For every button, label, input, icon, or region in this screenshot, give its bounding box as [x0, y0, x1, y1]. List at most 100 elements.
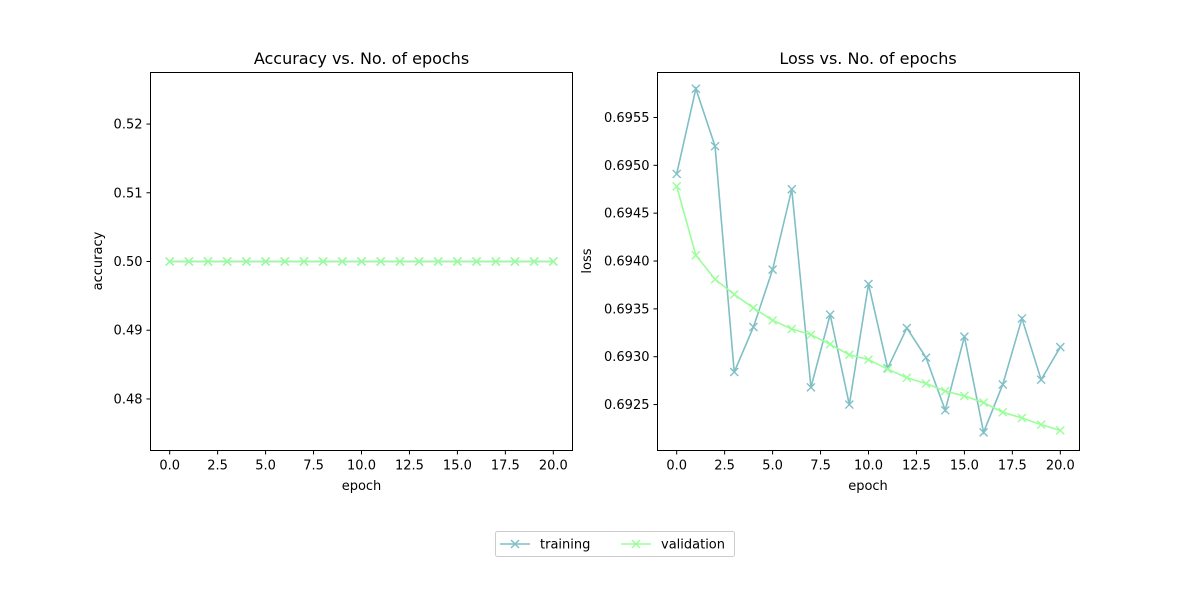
loss-validation-marker [979, 398, 989, 408]
loss-x-tick-label: 15.0 [950, 459, 979, 474]
accuracy-validation-marker [529, 257, 539, 266]
accuracy-validation-marker [376, 257, 386, 266]
loss-x-ticks: 0.0 2.5 5.0 7.5 10.0 12.5 15.0 17.5 20.0 [666, 450, 1075, 474]
loss-x-tick-label: 0.0 [666, 459, 687, 474]
loss-training-marker [902, 323, 912, 333]
loss-y-ticks: 0.6925 0.6930 0.6935 0.6940 0.6945 0.6950 0.69… [604, 111, 658, 413]
loss-chart-title: Loss vs. No. of epochs [779, 49, 956, 68]
loss-series-validation [672, 181, 1065, 435]
accuracy-chart-title: Accuracy vs. No. of epochs [254, 49, 469, 68]
accuracy-validation-marker [318, 257, 328, 266]
accuracy-validation-marker [337, 257, 347, 266]
accuracy-x-tick-label: 0.0 [159, 459, 180, 474]
loss-training-marker [1055, 342, 1065, 352]
accuracy-validation-marker [261, 257, 271, 266]
legend-entries: training validation [500, 538, 725, 553]
loss-training-marker [940, 405, 950, 415]
accuracy-validation-marker [433, 257, 443, 266]
loss-validation-marker [921, 379, 931, 389]
loss-validation-marker [806, 330, 816, 340]
accuracy-validation-marker [395, 257, 405, 266]
accuracy-x-axis-label: epoch [342, 479, 382, 494]
loss-validation-marker [902, 373, 912, 383]
accuracy-x-tick-label: 17.5 [491, 459, 520, 474]
loss-validation-marker [1017, 413, 1027, 423]
loss-training-marker [787, 184, 797, 194]
accuracy-y-tick-label: 0.51 [114, 186, 143, 201]
loss-validation-marker [710, 274, 720, 284]
loss-x-tick-label: 10.0 [854, 459, 883, 474]
loss-y-tick-label: 0.6935 [604, 302, 650, 317]
loss-series-training [672, 84, 1065, 437]
loss-training-marker [844, 400, 854, 410]
legend: training validation [495, 531, 735, 557]
accuracy-validation-marker [510, 257, 520, 266]
loss-validation-marker [998, 407, 1008, 417]
loss-x-tick-label: 20.0 [1046, 459, 1075, 474]
accuracy-x-tick-label: 20.0 [539, 459, 568, 474]
loss-y-tick-label: 0.6940 [604, 255, 650, 270]
accuracy-series-validation [165, 257, 558, 266]
loss-training-marker [806, 382, 816, 392]
loss-training-marker [825, 310, 835, 320]
loss-validation-marker [768, 315, 778, 325]
legend-label-validation: validation [661, 538, 725, 553]
accuracy-y-tick-label: 0.52 [114, 118, 143, 133]
loss-x-tick-label: 5.0 [762, 459, 783, 474]
accuracy-y-ticks: 0.48 0.49 0.50 0.51 0.52 [114, 118, 151, 407]
loss-training-marker [864, 279, 873, 289]
loss-validation-marker [672, 181, 682, 191]
accuracy-y-tick-label: 0.50 [114, 255, 143, 270]
loss-validation-marker [691, 250, 701, 260]
loss-validation-marker [787, 324, 797, 334]
accuracy-validation-marker [184, 257, 194, 266]
loss-x-tick-label: 2.5 [714, 459, 735, 474]
loss-validation-marker [940, 386, 950, 396]
loss-training-marker [998, 379, 1008, 389]
loss-y-tick-label: 0.6955 [604, 111, 650, 126]
loss-training-marker [710, 141, 720, 151]
accuracy-validation-marker [548, 257, 558, 266]
loss-training-marker [729, 367, 739, 377]
loss-training-marker [768, 265, 778, 275]
legend-training-marker [510, 539, 520, 549]
accuracy-chart: Accuracy vs. No. of epochs 0.0 2.5 5.0 7.5 1… [91, 49, 573, 494]
legend-box [495, 531, 735, 557]
loss-training-marker [921, 353, 931, 363]
legend-entry-training: training [500, 538, 590, 553]
loss-y-tick-label: 0.6950 [604, 159, 650, 174]
loss-validation-marker [825, 339, 835, 349]
accuracy-validation-marker [241, 257, 251, 266]
accuracy-validation-marker [280, 257, 290, 266]
loss-y-axis-label: loss [580, 248, 595, 273]
loss-x-tick-label: 12.5 [902, 459, 931, 474]
legend-validation-marker [631, 539, 641, 549]
accuracy-x-tick-label: 2.5 [207, 459, 228, 474]
accuracy-validation-marker [472, 257, 482, 266]
accuracy-validation-marker [165, 257, 175, 266]
loss-validation-marker [729, 290, 739, 300]
accuracy-validation-marker [452, 257, 462, 266]
accuracy-x-tick-label: 10.0 [347, 459, 376, 474]
loss-validation-marker [1036, 420, 1046, 430]
loss-training-marker [672, 169, 682, 179]
loss-y-tick-label: 0.6925 [604, 398, 650, 413]
loss-validation-marker [864, 355, 873, 365]
accuracy-x-tick-label: 15.0 [443, 459, 472, 474]
loss-y-tick-label: 0.6930 [604, 350, 650, 365]
accuracy-x-ticks: 0.0 2.5 5.0 7.5 10.0 12.5 15.0 17.5 20.0 [159, 450, 568, 474]
loss-x-axis-label: epoch [848, 479, 888, 494]
loss-training-marker [748, 322, 758, 332]
loss-validation-marker [959, 391, 969, 401]
loss-x-tick-label: 17.5 [998, 459, 1027, 474]
accuracy-chart-marks [165, 257, 558, 266]
accuracy-y-axis-label: accuracy [91, 231, 106, 290]
loss-chart: Loss vs. No. of epochs 0.0 2.5 5.0 7.5 10.0 1… [580, 49, 1080, 494]
loss-x-tick-label: 7.5 [810, 459, 831, 474]
accuracy-y-tick-label: 0.49 [114, 324, 143, 339]
loss-y-tick-label: 0.6945 [604, 207, 650, 222]
accuracy-validation-marker [203, 257, 213, 266]
loss-validation-marker [844, 350, 854, 360]
